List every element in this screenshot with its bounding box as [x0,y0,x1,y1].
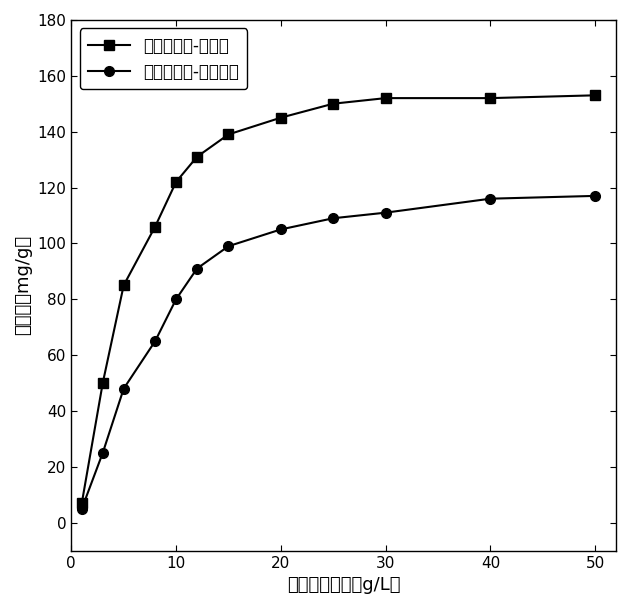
丙酮吸附量-原木质素 [151,337,159,345]
丙酮吸附量-不可溶 [172,178,180,185]
丙酮吸附量-原木质素 [99,449,106,457]
丙酮吸附量-原木质素 [78,505,86,513]
丙酮吸附量-不可溶 [78,500,86,507]
丙酮吸附量-原木质素 [486,195,494,202]
丙酮吸附量-原木质素 [382,209,389,216]
丙酮吸附量-不可溶 [486,94,494,102]
丙酮吸附量-不可溶 [592,92,599,99]
丙酮吸附量-原木质素 [329,215,337,222]
丙酮吸附量-不可溶 [329,100,337,108]
丙酮吸附量-原木质素 [193,265,201,272]
丙酮吸附量-原木质素 [120,385,127,392]
丙酮吸附量-不可溶 [151,223,159,230]
Y-axis label: 吸附量（mg/g）: 吸附量（mg/g） [14,235,32,336]
丙酮吸附量-原木质素 [592,192,599,199]
Line: 丙酮吸附量-原木质素: 丙酮吸附量-原木质素 [77,191,600,514]
丙酮吸附量-不可溶 [120,282,127,289]
丙酮吸附量-不可溶 [277,114,285,122]
丙酮吸附量-不可溶 [99,379,106,387]
Legend: 丙酮吸附量-不可溶, 丙酮吸附量-原木质素: 丙酮吸附量-不可溶, 丙酮吸附量-原木质素 [79,28,247,89]
丙酮吸附量-不可溶 [225,131,232,138]
X-axis label: 丙酮平衡浓度（g/L）: 丙酮平衡浓度（g/L） [287,576,401,594]
丙酮吸附量-原木质素 [225,243,232,250]
Line: 丙酮吸附量-不可溶: 丙酮吸附量-不可溶 [77,91,600,508]
丙酮吸附量-不可溶 [382,94,389,102]
丙酮吸附量-原木质素 [172,295,180,303]
丙酮吸附量-不可溶 [193,153,201,161]
丙酮吸附量-原木质素 [277,226,285,233]
